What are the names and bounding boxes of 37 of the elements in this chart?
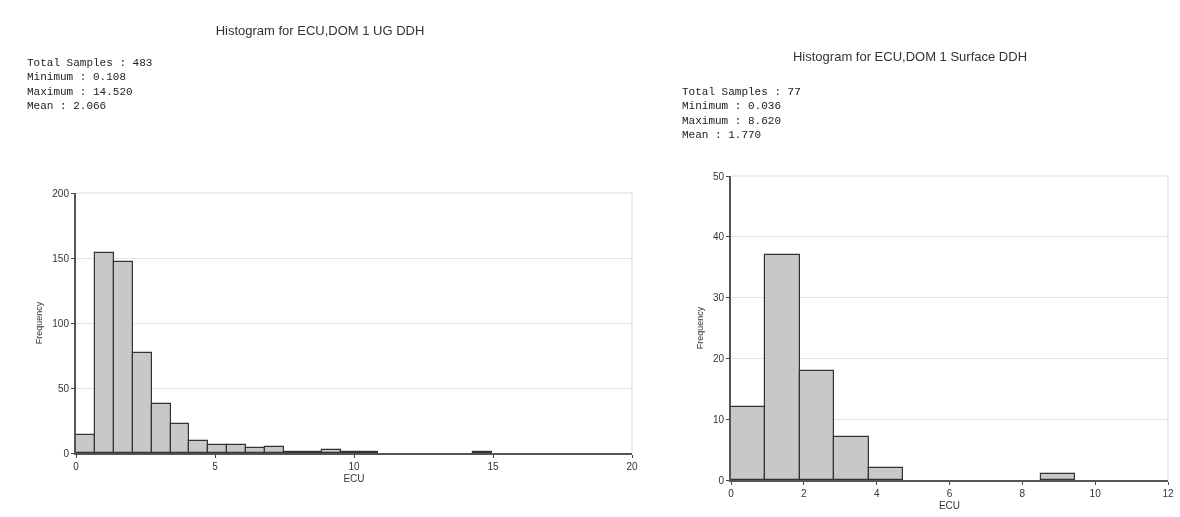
- y-axis-title: Frequency: [34, 301, 45, 345]
- y-tick-label: 40: [712, 231, 725, 243]
- text: Total Samples : 77: [682, 86, 801, 98]
- x-tick-label: 15: [487, 461, 499, 472]
- y-tick-label: 10: [712, 413, 725, 425]
- y-tick-label: 150: [52, 252, 70, 264]
- chart-title: Histogram for ECU,DOM 1 UG DDH: [215, 22, 425, 38]
- x-tick-label: 20: [626, 461, 638, 472]
- x-tick-label: 8: [1019, 488, 1026, 499]
- y-tick-label: 0: [63, 447, 70, 459]
- y-tick-label: 50: [712, 170, 725, 182]
- x-tick-label: 0: [73, 461, 80, 472]
- y-tick-label: 0: [718, 474, 725, 486]
- text: Minimum : 0.108: [27, 71, 127, 84]
- x-tick-label: 2: [801, 488, 808, 499]
- y-tick-label: 50: [57, 382, 70, 394]
- x-tick-label: 6: [946, 488, 953, 499]
- x-tick-label: 0: [728, 488, 735, 499]
- chart-title: Histogram for ECU,DOM 1 Surface DDH: [792, 48, 1028, 64]
- y-tick-label: 20: [712, 352, 725, 364]
- text: Mean : 2.066: [27, 99, 107, 112]
- y-tick-label: 100: [52, 317, 70, 329]
- text: Total Samples : 483: [27, 57, 153, 69]
- text: Minimum : 0.036: [682, 100, 782, 113]
- x-tick-label: 10: [1089, 488, 1102, 499]
- y-tick-label: 30: [712, 292, 725, 304]
- text: Maximum : 14.520: [27, 85, 133, 98]
- y-tick-label: 200: [52, 187, 70, 199]
- text: Maximum : 8.620: [682, 114, 782, 127]
- x-axis-title: ECU: [938, 500, 961, 511]
- x-tick-label: 10: [348, 461, 360, 472]
- text: Mean : 1.770: [682, 128, 762, 141]
- x-tick-label: 5: [212, 461, 219, 472]
- x-tick-label: 4: [873, 488, 880, 499]
- x-axis-title: ECU: [343, 473, 365, 484]
- x-tick-label: 12: [1162, 488, 1174, 499]
- y-axis-title: Frequency: [694, 306, 705, 350]
